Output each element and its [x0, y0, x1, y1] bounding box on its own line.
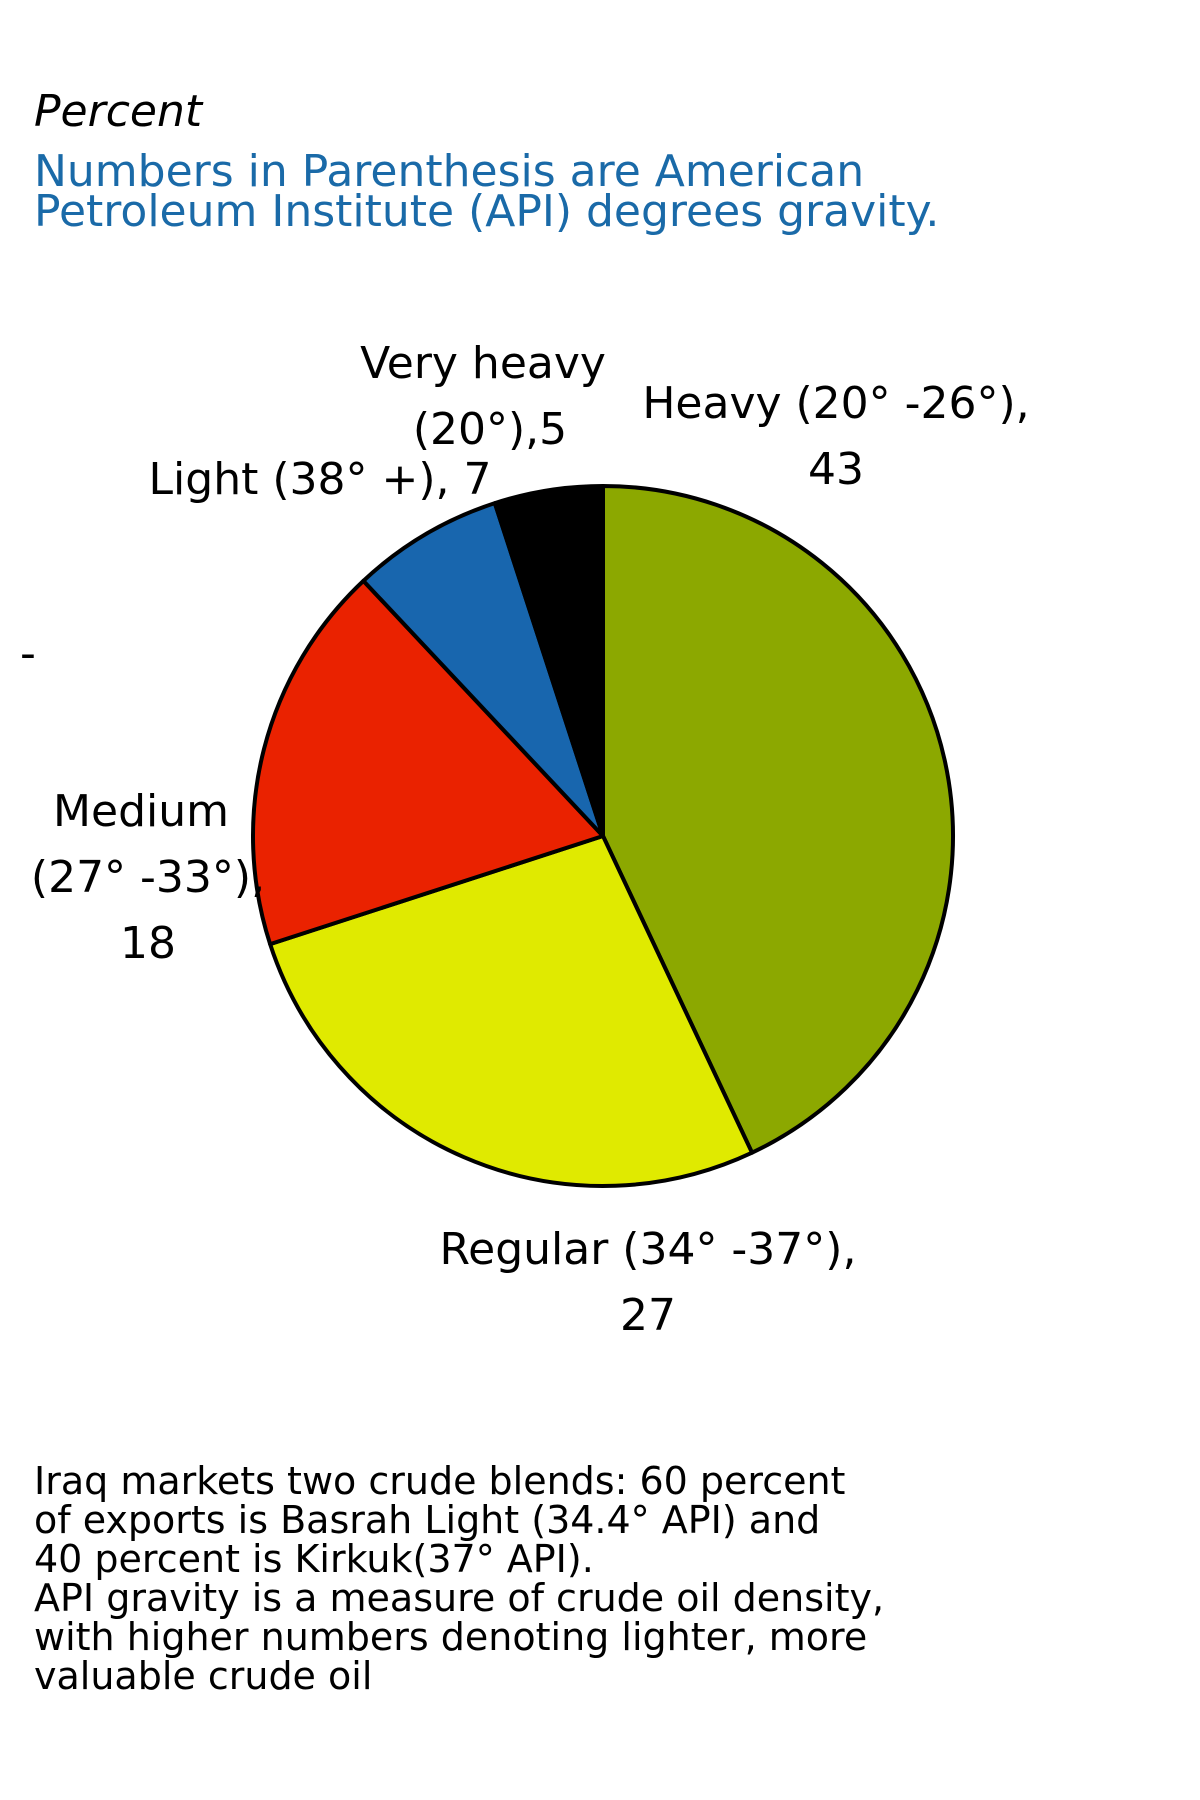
slice-value-regular: 27 [620, 1290, 676, 1341]
slice-label-very-heavy-line1: Very heavy [360, 338, 606, 389]
slice-label-medium-line2: (27° -33°), [31, 852, 265, 903]
stray-mark: - [20, 628, 36, 679]
chart-subtitle: Numbers in Parenthesis are American Petr… [34, 146, 940, 237]
pie-slice-3 [361, 501, 605, 838]
pie-chart: - Heavy (20° -26°), 43 Regular (34° -37°… [20, 338, 1030, 1341]
pie-slice-2 [251, 578, 605, 947]
pie-slices [251, 484, 955, 1188]
unit-label: Percent [34, 86, 203, 137]
slice-label-heavy: Heavy (20° -26°), [642, 378, 1029, 429]
slice-label-regular: Regular (34° -37°), [440, 1224, 857, 1275]
slice-label-very-heavy: Very heavy (20°),5 [360, 338, 620, 455]
slice-label-medium-line1: Medium [53, 786, 229, 837]
slice-value-medium: 18 [120, 918, 176, 969]
pie-slice-0 [601, 484, 955, 1155]
slice-label-very-heavy-line2: (20°),5 [413, 404, 567, 455]
footnote: Iraq markets two crude blends: 60 percen… [34, 1459, 885, 1698]
slice-label-light: Light (38° +), 7 [149, 454, 492, 505]
pie-slice-4 [492, 484, 605, 838]
pie-slice-1 [268, 834, 755, 1188]
slice-value-heavy: 43 [808, 444, 864, 495]
slice-label-medium: Medium (27° -33°), [31, 786, 265, 903]
